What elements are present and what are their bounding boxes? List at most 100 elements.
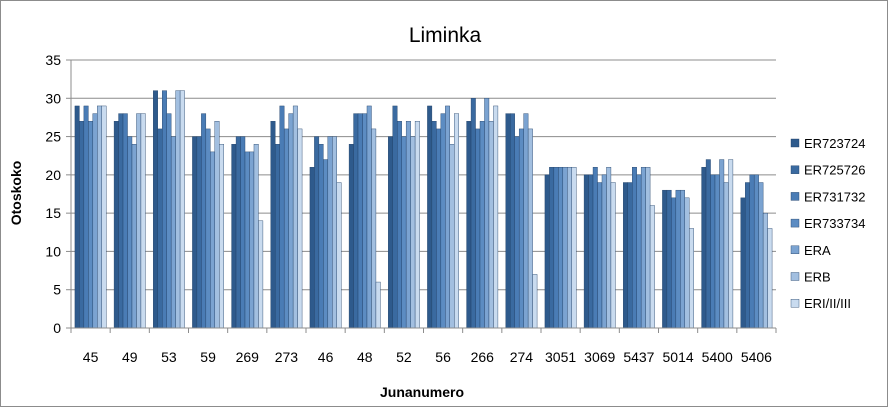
x-tick-label: 5406 xyxy=(741,349,772,365)
legend-swatch xyxy=(790,138,800,148)
x-tick-label: 269 xyxy=(236,349,260,365)
bar-46-series-4 xyxy=(327,136,333,329)
bar-269-series-3 xyxy=(244,151,250,329)
bar-59-series-5 xyxy=(214,121,220,329)
bar-59-series-1 xyxy=(196,136,202,329)
x-tick-label: 266 xyxy=(471,349,495,365)
bar-273-series-2 xyxy=(279,105,285,329)
bar-59-series-0 xyxy=(192,136,198,329)
bar-5437-series-1 xyxy=(627,182,633,329)
bar-274-series-5 xyxy=(527,128,533,329)
bar-269-series-5 xyxy=(253,144,259,329)
bar-5437-series-6 xyxy=(649,205,655,329)
bar-3069-series-6 xyxy=(610,182,616,329)
bar-274-series-1 xyxy=(510,113,515,329)
bar-3069-series-3 xyxy=(597,182,603,329)
bar-52-series-6 xyxy=(414,121,420,329)
bar-59-series-3 xyxy=(205,128,211,329)
bar-3051-series-2 xyxy=(553,166,559,329)
x-tick-label: 3069 xyxy=(584,349,615,365)
bar-5400-series-4 xyxy=(719,159,725,329)
bar-48-series-3 xyxy=(362,113,368,329)
bar-5406-series-6 xyxy=(767,228,773,329)
bar-5400-series-5 xyxy=(723,182,729,329)
bar-46-series-0 xyxy=(309,166,315,329)
bars xyxy=(74,90,773,329)
bar-5406-series-3 xyxy=(753,174,759,329)
x-tick-label: 274 xyxy=(510,349,534,365)
bar-56-series-4 xyxy=(445,105,450,329)
bar-59-series-2 xyxy=(201,113,207,329)
bar-5406-series-0 xyxy=(740,197,746,329)
bar-273-series-3 xyxy=(283,128,289,329)
bar-3051-series-5 xyxy=(567,166,572,329)
bar-5437-series-3 xyxy=(636,174,642,329)
x-tick-label: 5437 xyxy=(623,349,654,365)
bar-45-series-6 xyxy=(101,105,107,329)
legend: ER723724 ER725726 ER731732 ER733734 ERA ERB ER… xyxy=(790,136,865,311)
bar-266-series-6 xyxy=(493,105,499,329)
bar-59-series-4 xyxy=(210,151,215,329)
bar-52-series-5 xyxy=(410,136,416,329)
bar-52-series-2 xyxy=(397,121,402,329)
bar-266-series-1 xyxy=(470,98,476,329)
bar-269-series-4 xyxy=(249,151,255,329)
bar-46-series-3 xyxy=(323,159,329,329)
bar-45-series-3 xyxy=(88,121,94,329)
bar-5014-series-2 xyxy=(671,197,677,329)
bar-48-series-1 xyxy=(353,113,359,329)
bar-3051-series-1 xyxy=(549,166,555,329)
bar-48-series-5 xyxy=(371,128,377,329)
bar-56-series-2 xyxy=(436,128,442,329)
bar-52-series-0 xyxy=(388,136,393,329)
x-tick-label: 273 xyxy=(275,349,299,365)
x-tick-label: 48 xyxy=(357,349,373,365)
bar-46-series-6 xyxy=(336,182,342,329)
bar-53-series-3 xyxy=(166,113,172,329)
bar-3069-series-4 xyxy=(601,174,607,329)
legend-label: ER731732 xyxy=(804,189,865,204)
bar-266-series-4 xyxy=(484,98,490,329)
bar-5406-series-5 xyxy=(762,212,768,329)
y-tick-label: 5 xyxy=(53,282,61,298)
legend-label: ERA xyxy=(804,243,831,258)
legend-swatch xyxy=(790,218,800,228)
bar-274-series-0 xyxy=(505,113,511,329)
bar-45-series-5 xyxy=(97,105,102,329)
bar-49-series-1 xyxy=(118,113,124,329)
bar-3069-series-5 xyxy=(606,166,612,329)
bar-49-series-0 xyxy=(113,121,119,329)
y-tick-label: 25 xyxy=(45,129,61,145)
legend-label: ER723724 xyxy=(804,136,865,151)
bar-3051-series-0 xyxy=(544,174,550,329)
bar-46-series-2 xyxy=(318,144,324,329)
bar-266-series-2 xyxy=(475,128,481,329)
legend-label: ER725726 xyxy=(804,163,865,178)
legend-swatch xyxy=(790,245,800,255)
bar-48-series-4 xyxy=(366,105,372,329)
bar-48-series-6 xyxy=(375,281,381,329)
bar-5437-series-0 xyxy=(623,182,628,329)
bar-3069-series-2 xyxy=(592,166,598,329)
bar-269-series-6 xyxy=(258,220,264,329)
bar-273-series-5 xyxy=(292,105,298,329)
bar-3069-series-1 xyxy=(588,174,594,329)
bar-5014-series-5 xyxy=(684,197,690,329)
y-axis-title: Otoskoko xyxy=(8,161,24,226)
bar-273-series-1 xyxy=(275,144,280,329)
bar-273-series-6 xyxy=(297,128,303,329)
bar-53-series-5 xyxy=(175,90,181,329)
bar-59-series-6 xyxy=(219,144,224,329)
bar-274-series-4 xyxy=(523,113,529,329)
bar-48-series-0 xyxy=(348,144,354,329)
bar-56-series-1 xyxy=(431,121,437,329)
legend-label: ER733734 xyxy=(804,216,865,231)
bar-53-series-4 xyxy=(170,136,176,329)
bar-5437-series-4 xyxy=(640,166,646,329)
bar-5014-series-0 xyxy=(662,189,668,329)
bar-49-series-4 xyxy=(131,144,137,329)
bar-266-series-3 xyxy=(479,121,485,329)
bar-53-series-1 xyxy=(157,128,163,329)
bar-52-series-3 xyxy=(401,136,407,329)
